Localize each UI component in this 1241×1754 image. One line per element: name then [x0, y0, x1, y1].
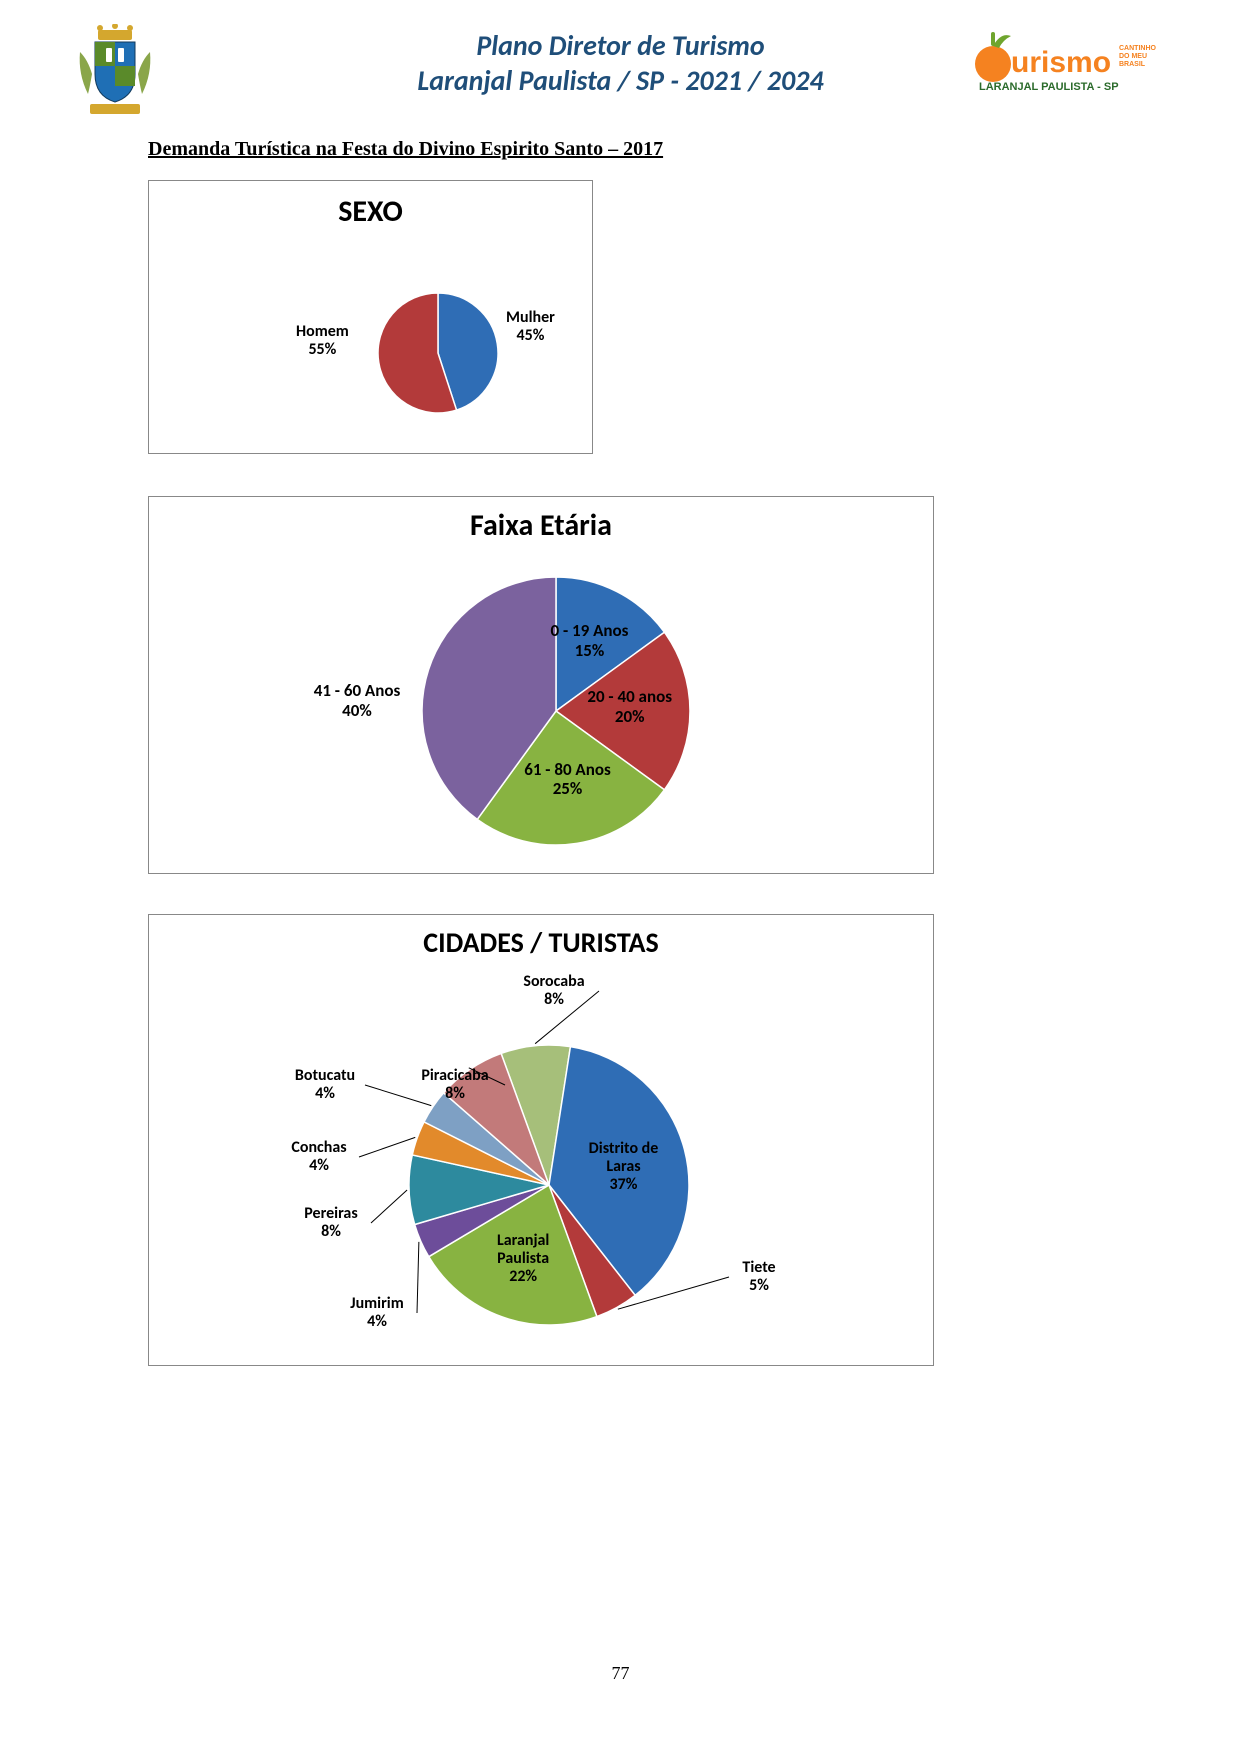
- label-botucatu: Botucatu4%: [285, 1067, 365, 1104]
- label-piracicaba: Piracicaba8%: [405, 1067, 505, 1104]
- svg-text:BRASIL: BRASIL: [1119, 61, 1146, 68]
- label-tiete: Tiete5%: [729, 1259, 789, 1296]
- section-subtitle: Demanda Turística na Festa do Divino Esp…: [148, 138, 663, 161]
- svg-text:DO MEU: DO MEU: [1119, 53, 1147, 60]
- chart-faixa-etaria: Faixa Etária 0 - 19 Anos15% 20 - 40 anos…: [148, 496, 934, 874]
- label-20-40: 20 - 40 anos20%: [580, 687, 680, 726]
- label-61-80: 61 - 80 Anos25%: [518, 760, 618, 799]
- label-distrito-de-laras: Distrito de Laras37%: [572, 1140, 676, 1195]
- chart-cidades: CIDADES / TURISTAS Sorocaba8%Distrito de…: [148, 914, 934, 1366]
- page-number: 77: [0, 1663, 1241, 1684]
- label-homem: Homem55%: [296, 323, 349, 360]
- coat-of-arms-icon: [70, 24, 160, 125]
- svg-text:LARANJAL PAULISTA - SP: LARANJAL PAULISTA - SP: [979, 81, 1119, 93]
- chart-faixa-pie: [149, 497, 933, 873]
- chart-sexo: SEXO Mulher45% Homem55%: [148, 180, 593, 454]
- label-pereiras: Pereiras8%: [291, 1205, 371, 1242]
- svg-text:CANTINHO: CANTINHO: [1119, 45, 1156, 52]
- label-laranjal-paulista: Laranjal Paulista22%: [471, 1232, 575, 1287]
- label-jumirim: Jumirim4%: [337, 1295, 417, 1332]
- label-0-19: 0 - 19 Anos15%: [539, 621, 639, 660]
- label-41-60: 41 - 60 Anos40%: [302, 681, 412, 720]
- label-sorocaba: Sorocaba8%: [509, 973, 599, 1010]
- turismo-text: urismo: [1011, 46, 1111, 79]
- label-mulher: Mulher45%: [506, 309, 555, 346]
- label-conchas: Conchas4%: [279, 1139, 359, 1176]
- turismo-logo-icon: urismo CANTINHO DO MEU BRASIL LARANJAL P…: [971, 28, 1171, 105]
